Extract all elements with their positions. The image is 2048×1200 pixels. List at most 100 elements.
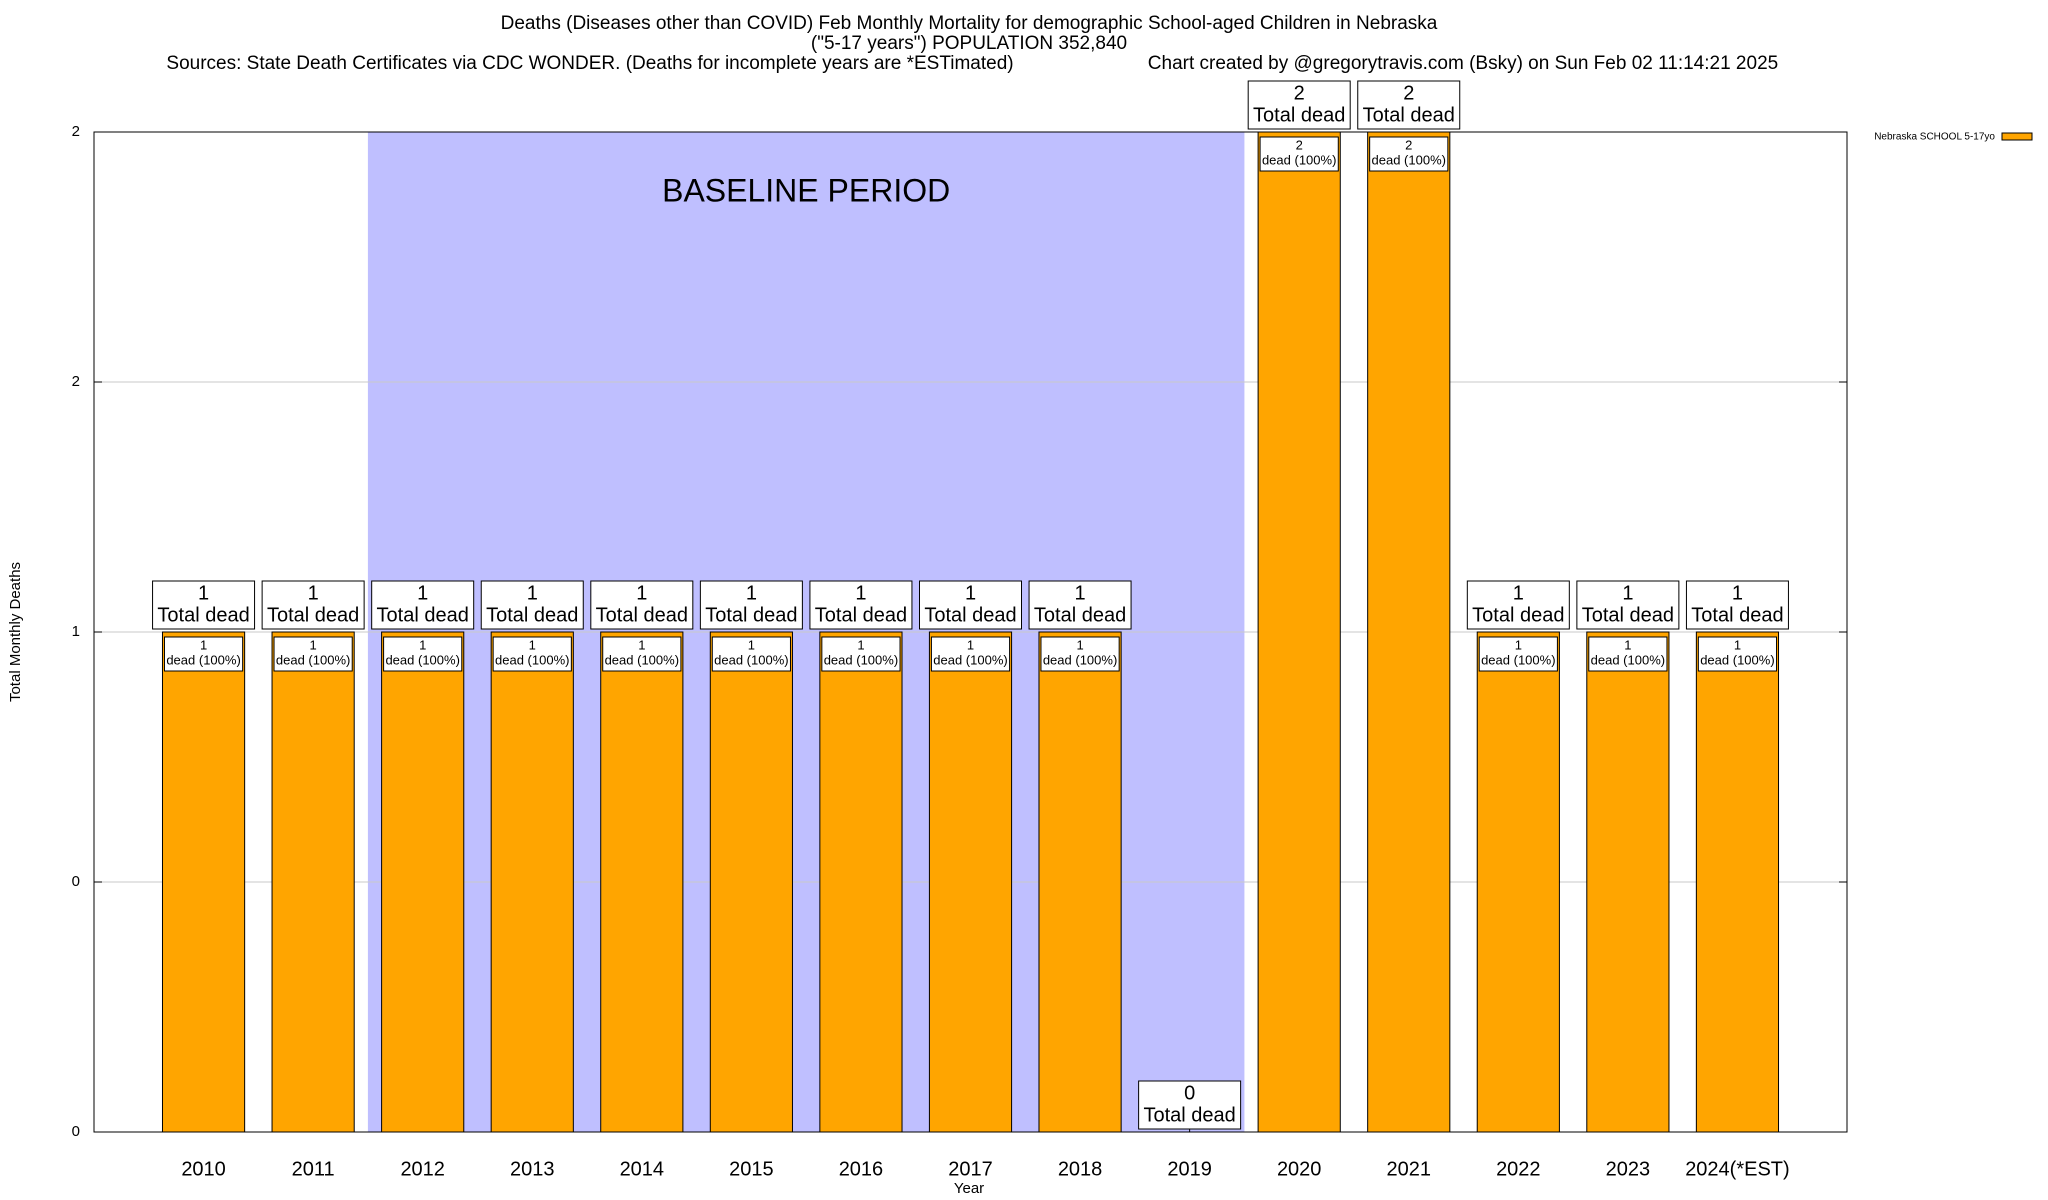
total-box [1685, 580, 1789, 630]
segment-label: dead (100%) [933, 652, 1007, 667]
total-box [152, 580, 256, 630]
x-tick-label: 2018 [1058, 1158, 1103, 1180]
total-value: 0 [1184, 1082, 1195, 1104]
segment-value: 1 [419, 637, 426, 652]
total-label: Total dead [815, 604, 907, 626]
segment-label-box [1478, 636, 1558, 672]
segment-label-box [163, 636, 244, 672]
segment-value: 1 [1515, 637, 1522, 652]
total-box [919, 580, 1022, 630]
bar [271, 631, 355, 1133]
bar [928, 631, 1013, 1133]
total-box [1028, 580, 1132, 630]
total-value: 1 [1075, 582, 1086, 604]
x-axis-label: Year [954, 1180, 984, 1197]
segment-value: 1 [748, 637, 755, 652]
y-tick-label: 0 [72, 1123, 80, 1140]
segment-label-box [492, 636, 572, 672]
segment-value: 2 [1405, 137, 1412, 152]
bar [161, 631, 246, 1133]
total-label: Total dead [1363, 104, 1455, 126]
y-axis-label: Total Monthly Deaths [7, 562, 24, 702]
total-box [590, 580, 694, 630]
x-tick-label: 2022 [1496, 1158, 1541, 1180]
segment-label: dead (100%) [166, 652, 240, 667]
segment-label: dead (100%) [1372, 152, 1446, 167]
total-box [480, 580, 584, 630]
bar [490, 631, 574, 1133]
segment-label: dead (100%) [1262, 152, 1336, 167]
x-tick-label: 2021 [1387, 1158, 1432, 1180]
total-label: Total dead [1472, 604, 1564, 626]
total-box [1247, 80, 1351, 130]
total-label: Total dead [1034, 604, 1126, 626]
segment-label-box [273, 636, 353, 672]
x-tick-label: 2014 [620, 1158, 665, 1180]
bar [1038, 631, 1122, 1133]
total-box [699, 580, 803, 630]
total-label: Total dead [924, 604, 1016, 626]
x-tick-label: 2020 [1277, 1158, 1322, 1180]
segment-label-box [1040, 636, 1120, 672]
x-tick-label: 2024(*EST) [1685, 1158, 1790, 1180]
segment-label: dead (100%) [1043, 652, 1117, 667]
bar [1367, 131, 1451, 1133]
x-tick-label: 2011 [292, 1158, 335, 1180]
total-value: 1 [1513, 582, 1524, 604]
x-tick-label: 2023 [1606, 1158, 1651, 1180]
bar [1257, 131, 1341, 1133]
segment-label-box [821, 636, 901, 672]
y-tick-label: 0 [72, 873, 80, 890]
segment-label: dead (100%) [714, 652, 788, 667]
segment-label-box [383, 636, 463, 672]
segment-label: dead (100%) [1700, 652, 1774, 667]
total-box [1357, 80, 1461, 130]
x-tick-label: 2013 [510, 1158, 555, 1180]
legend-swatch [2001, 132, 2033, 141]
y-tick-label: 2 [72, 123, 80, 140]
total-value: 1 [636, 582, 647, 604]
total-value: 1 [965, 582, 976, 604]
x-tick-label: 2017 [948, 1158, 993, 1180]
bar [709, 631, 793, 1133]
bar [1695, 631, 1780, 1133]
x-tick-label: 2010 [181, 1158, 226, 1180]
annotation: BASELINE PERIOD [662, 172, 950, 208]
segment-label: dead (100%) [824, 652, 898, 667]
segment-value: 1 [200, 637, 207, 652]
bar [600, 631, 684, 1133]
total-box [261, 580, 365, 630]
total-label: Total dead [486, 604, 578, 626]
total-value: 2 [1403, 82, 1414, 104]
segment-label: dead (100%) [605, 652, 679, 667]
segment-value: 1 [1624, 637, 1631, 652]
segment-value: 1 [1076, 637, 1083, 652]
segment-value: 1 [857, 637, 864, 652]
bar [819, 631, 903, 1133]
total-value: 1 [198, 582, 209, 604]
total-label: Total dead [1582, 604, 1674, 626]
total-value: 2 [1294, 82, 1305, 104]
bar [381, 631, 465, 1133]
total-label: Total dead [1143, 1104, 1235, 1126]
total-box [1576, 580, 1680, 630]
plot-frame [93, 131, 1848, 1133]
segment-value: 1 [310, 637, 317, 652]
segment-value: 1 [529, 637, 536, 652]
chart-title: Deaths (Diseases other than COVID) Feb M… [501, 13, 1438, 34]
segment-label-box [1697, 636, 1778, 672]
credit: Chart created by @gregorytravis.com (Bsk… [1148, 53, 1778, 74]
segment-label: dead (100%) [495, 652, 569, 667]
segment-label: dead (100%) [385, 652, 459, 667]
total-value: 1 [417, 582, 428, 604]
total-box [1138, 1080, 1242, 1130]
chart-subtitle: ("5-17 years") POPULATION 352,840 [811, 33, 1127, 54]
total-box [809, 580, 913, 630]
segment-value: 2 [1296, 137, 1303, 152]
total-label: Total dead [705, 604, 797, 626]
total-value: 1 [527, 582, 538, 604]
total-label: Total dead [596, 604, 688, 626]
segment-label: dead (100%) [1591, 652, 1665, 667]
total-box [371, 580, 475, 630]
segment-label-box [602, 636, 682, 672]
